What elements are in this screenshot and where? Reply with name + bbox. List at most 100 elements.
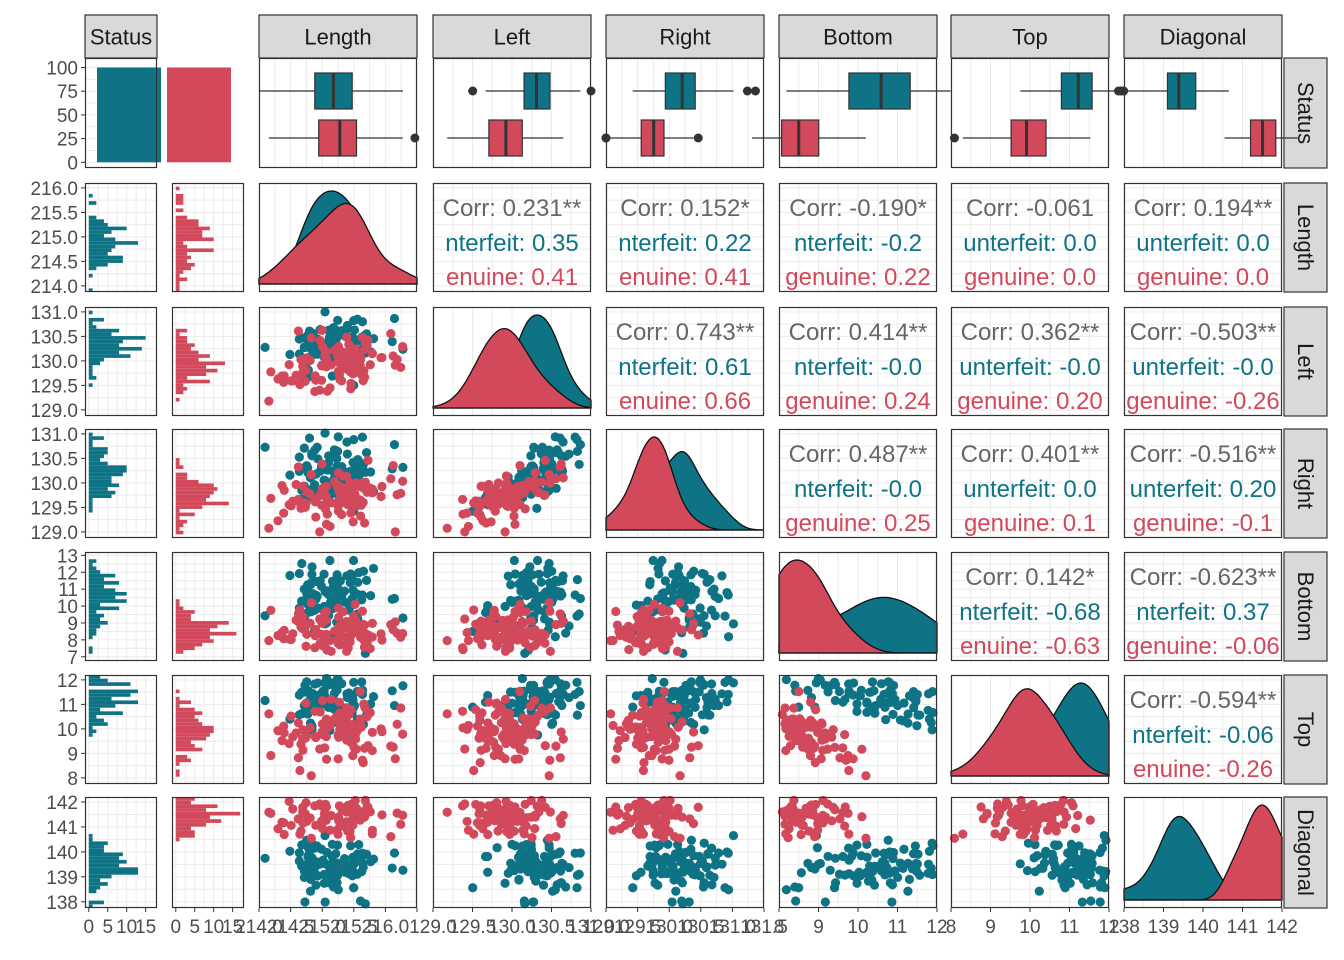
point-diagonal-right-genuine-182 [650,820,660,830]
point-diagonal-right-counterfeit-6 [723,848,733,858]
hist-bar-diagonal-counterfeit-11 [88,863,120,868]
point-diagonal-right-counterfeit-54 [667,897,677,907]
hist-bar-diagonal-genuine-25 [175,811,241,816]
point-diagonal-left-counterfeit-29 [538,880,549,890]
hist-bar-top-genuine-18 [175,714,195,719]
point-bottom-left-counterfeit-58 [509,555,519,566]
point-top-left-genuine-198 [530,729,540,739]
hist-bar-top-genuine-9 [175,747,203,752]
point-bottom-length-genuine-196 [300,622,310,632]
point-bottom-length-counterfeit-58 [325,555,335,566]
hist-bar-left-genuine-11 [175,372,207,377]
point-bottom-right-genuine-198 [666,628,676,639]
hist-xtick-label-0-2: 10 [116,917,137,938]
hist-bar-bottom-genuine-4 [175,642,203,647]
point-top-bottom-genuine-154 [805,697,816,707]
xtick-label-bottom-1: 9 [813,917,824,938]
hist-bar-right-genuine-20 [175,461,180,466]
row-strip-bottom [1283,551,1328,662]
hist-bar-length-counterfeit-12 [88,244,116,249]
panel-right-bottom-line-1: nterfeit: -0.0 [794,476,922,503]
point-bottom-right-counterfeit-58 [648,555,658,566]
point-diagonal-top-genuine-195 [1051,807,1061,817]
point-diagonal-bottom-counterfeit-99 [830,878,841,888]
point-top-bottom-counterfeit-70 [878,697,888,708]
point-left-length-genuine-150 [293,371,303,381]
point-left-length-genuine-198 [398,342,408,352]
point-right-left-genuine-144 [500,527,510,537]
hist-bar-right-genuine-19 [175,465,184,469]
panel-bottom-top-line-2: enuine: -0.63 [960,633,1100,660]
point-diagonal-right-counterfeit-95 [676,876,686,886]
hist-bar-diagonal-counterfeit-5 [88,885,101,890]
point-top-right-genuine-174 [639,758,649,768]
point-right-length-genuine-166 [333,506,344,516]
point-bottom-right-genuine-196 [633,622,643,632]
point-diagonal-bottom-counterfeit-94 [809,862,820,873]
point-top-right-counterfeit-99 [699,679,709,690]
hist-bar-top-counterfeit-14 [88,729,97,734]
point-diagonal-top-counterfeit-43 [1047,870,1057,880]
hist-bar-length-genuine-1 [175,284,180,289]
ytick-label-right-2: 130.0 [30,474,78,495]
point-diagonal-length-genuine-190 [325,825,335,835]
point-bottom-right-counterfeit-67 [672,568,683,578]
panel-length-left-line-0: Corr: 0.231** [443,195,582,222]
point-diagonal-right-counterfeit-77 [677,896,687,906]
hist-bar-top-genuine-25 [175,689,180,694]
point-top-bottom-genuine-194 [788,714,798,724]
point-diagonal-bottom-counterfeit-87 [803,858,813,868]
point-top-length-genuine-185 [284,738,294,749]
point-top-left-counterfeit-34 [574,686,584,697]
panel-left-top-text: Corr: 0.362** unterfeit: -0.0 genuine: 0.2… [957,319,1102,415]
panel-hist-diagonal-genuine-border [171,796,245,909]
point-diagonal-top-genuine-159 [1071,824,1081,834]
point-diagonal-left-genuine-193 [490,816,500,826]
point-bottom-right-counterfeit-97 [695,603,705,613]
hist-bar-length-genuine-20 [175,215,188,220]
point-right-length-genuine-196 [300,502,310,512]
point-diagonal-bottom-counterfeit-97 [848,871,859,881]
point-top-right-counterfeit-0 [722,697,732,707]
point-top-length-counterfeit-97 [313,678,323,688]
point-top-right-counterfeit-68 [690,702,700,713]
hist-bar-bottom-counterfeit-2 [88,650,93,654]
point-bottom-length-genuine-192 [343,643,353,653]
point-diagonal-bottom-genuine-139 [835,814,845,824]
point-diagonal-top-counterfeit-85 [1068,868,1078,879]
point-bottom-right-counterfeit-50 [654,569,664,579]
point-top-right-counterfeit-31 [647,674,657,684]
hist-bar-top-genuine-20 [175,707,195,712]
hist-bar-right-genuine-3 [175,523,184,528]
panel-diagonal-bottom [777,795,938,908]
hist-bar-diagonal-counterfeit-1 [88,900,104,905]
status-ytick-label-4: 100 [46,58,78,79]
panel-diagonal-right-border [605,796,765,909]
point-top-right-genuine-184 [665,703,675,713]
point-top-bottom-genuine-196 [803,733,814,743]
point-top-bottom-counterfeit-84 [888,680,899,691]
point-left-length-genuine-160 [396,362,406,373]
point-top-length-genuine-157 [392,719,402,729]
hist-bar-length-genuine-15 [175,233,203,238]
point-diagonal-top-genuine-171 [1051,821,1061,831]
panel-top-right [605,674,765,784]
point-top-bottom-genuine-175 [813,727,823,737]
point-right-length-counterfeit-99 [324,451,334,461]
panel-status-top-border [950,57,1110,169]
point-diagonal-right-genuine-110 [693,802,703,812]
point-diagonal-left-genuine-139 [555,814,565,824]
point-top-bottom-counterfeit-42 [852,706,862,716]
ytick-label-length-4: 216.0 [30,179,78,200]
hist-bar-right-counterfeit-22 [88,454,104,459]
point-bottom-length-genuine-187 [376,629,386,639]
point-top-bottom-genuine-133 [808,718,818,728]
hist-bar-length-genuine-7 [175,262,195,267]
point-diagonal-length-genuine-149 [288,804,298,814]
hist-bar-right-counterfeit-10 [88,498,93,502]
point-left-length-counterfeit-83 [387,336,397,347]
point-diagonal-right-genuine-138 [677,812,687,822]
hist-bar-bottom-genuine-9 [175,624,218,629]
hist-bar-bottom-counterfeit-15 [88,602,101,607]
point-top-length-genuine-107 [277,736,287,746]
